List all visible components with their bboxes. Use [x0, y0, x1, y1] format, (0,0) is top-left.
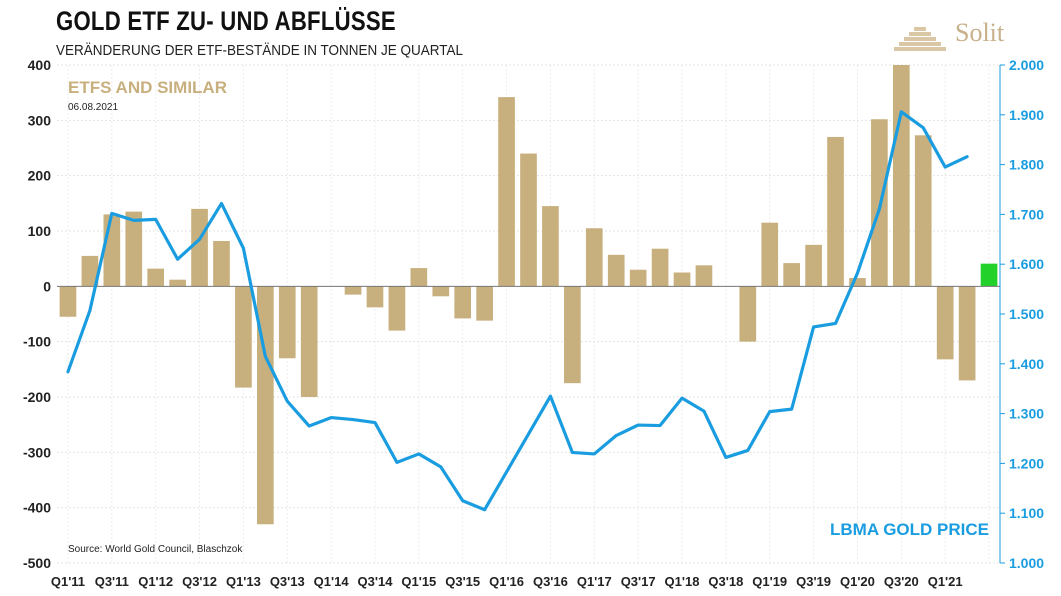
etf-flow-bar — [607, 254, 625, 287]
etf-flow-bar — [629, 269, 647, 287]
etf-flow-bar — [213, 240, 230, 287]
right-axis-tick-label: 1.200 — [1009, 455, 1044, 471]
left-axis-tick-label: -300 — [23, 444, 51, 460]
etf-flow-bar — [388, 286, 406, 331]
x-axis-tick-label: Q3'15 — [445, 574, 480, 589]
right-axis-tick-label: 2.000 — [1009, 57, 1044, 73]
left-axis-tick-label: 300 — [28, 112, 52, 128]
x-axis-tick-label: Q3'17 — [621, 574, 656, 589]
right-axis-tick-label: 1.800 — [1009, 157, 1044, 173]
right-axis-tick-label: 1.700 — [1009, 206, 1044, 222]
current-quarter-bar — [980, 263, 998, 287]
left-axis-tick-label: 0 — [43, 278, 51, 294]
right-axis-tick-label: 1.500 — [1009, 306, 1044, 322]
left-axis-tick-label: -100 — [23, 334, 51, 350]
x-axis-tick-label: Q1'11 — [51, 574, 85, 589]
right-axis-tick-label: 1.100 — [1009, 505, 1044, 521]
etf-flow-bar — [278, 286, 296, 359]
etf-flow-bar — [958, 286, 976, 381]
page-subtitle: VERÄNDERUNG DER ETF-BESTÄNDE IN TONNEN J… — [56, 42, 464, 59]
etf-flow-bar — [695, 265, 713, 287]
etf-flow-bar — [585, 228, 603, 287]
bar-series-label: ETFS AND SIMILAR — [68, 78, 227, 97]
chart-grid — [57, 64, 1000, 564]
x-axis-tick-label: Q3'16 — [533, 574, 568, 589]
etf-flow-bar — [827, 136, 844, 287]
solit-logo-icon — [894, 27, 946, 51]
etf-flow-bar — [892, 65, 910, 287]
line-series-label: LBMA GOLD PRICE — [830, 520, 989, 539]
etf-flow-bar — [739, 286, 757, 342]
etf-flow-bar — [257, 286, 274, 525]
etf-flow-bar — [542, 206, 559, 287]
x-axis-tick-label: Q3'20 — [884, 574, 919, 589]
etf-flow-bar — [520, 153, 537, 287]
left-axis-tick-label: -500 — [23, 555, 51, 571]
left-axis-tick-label: -400 — [23, 500, 51, 516]
left-axis-tick-label: -200 — [23, 389, 51, 405]
lbma-gold-price-line — [66, 110, 969, 512]
x-axis-tick-label: Q3'19 — [796, 574, 831, 589]
etf-flow-bar — [366, 286, 384, 308]
chart-date: 06.08.2021 — [68, 102, 118, 113]
etf-flow-bar — [454, 286, 472, 319]
etf-flow-bar — [169, 279, 186, 287]
right-axis-tick-label: 1.000 — [1009, 555, 1044, 571]
etf-flow-bar — [103, 214, 121, 287]
etf-flow-bar — [81, 255, 99, 287]
etf-flow-bar — [191, 208, 208, 287]
right-axis-tick-label: 1.900 — [1009, 107, 1044, 123]
left-axis-tick-label: 200 — [28, 168, 52, 184]
x-axis-tick-label: Q1'16 — [489, 574, 524, 589]
left-axis-ticks: 400 300 200 100 0 -100 -200 -300 -400 -500 — [23, 57, 51, 571]
left-axis-tick-label: 400 — [28, 57, 52, 73]
x-axis-tick-label: Q1'15 — [401, 574, 436, 589]
right-axis-tick-label: 1.600 — [1009, 256, 1044, 272]
x-axis-tick-label: Q3'13 — [270, 574, 305, 589]
etf-flow-bar — [805, 244, 822, 287]
x-axis-tick-label: Q1'18 — [665, 574, 700, 589]
source-note: Source: World Gold Council, Blaschzok — [68, 544, 243, 555]
etf-flow-bar — [651, 248, 669, 287]
etf-flow-bar — [432, 286, 450, 297]
etf-flow-bar — [59, 286, 77, 317]
etf-flow-bar — [235, 286, 252, 388]
x-axis-tick-label: Q1'20 — [840, 574, 875, 589]
etf-flow-bar — [344, 286, 362, 295]
brand-name: Solit — [955, 18, 1005, 47]
etf-flow-bar — [564, 286, 581, 384]
x-axis-tick-label: Q1'12 — [138, 574, 173, 589]
x-axis-tick-label: Q3'14 — [358, 574, 394, 589]
right-axis-tick-label: 1.400 — [1009, 356, 1044, 372]
x-axis-tick-label: Q3'11 — [95, 574, 129, 589]
etf-flow-bar — [914, 135, 932, 287]
etf-flow-bar — [300, 286, 318, 397]
etf-flow-bar — [476, 286, 493, 321]
x-axis-tick-label: Q1'19 — [752, 574, 787, 589]
left-axis-tick-label: 100 — [28, 223, 52, 239]
x-axis-tick-label: Q1'14 — [314, 574, 350, 589]
right-axis-tick-label: 1.300 — [1009, 406, 1044, 422]
right-axis-ticks: 2.000 1.900 1.800 1.700 1.600 1.500 1.400 1.300… — [1000, 57, 1044, 571]
etf-flow-bar — [673, 272, 691, 287]
etf-bars — [59, 65, 998, 525]
etf-flow-bar — [761, 222, 779, 287]
etf-flow-bar — [783, 263, 800, 287]
gold-price-line-layer — [66, 110, 969, 512]
etf-flow-bar — [125, 211, 143, 287]
etf-flow-bar — [410, 268, 428, 287]
etf-flow-bar — [849, 278, 866, 287]
x-axis-tick-label: Q1'17 — [577, 574, 612, 589]
etf-flow-bar — [936, 286, 954, 360]
x-axis-tick-label: Q3'18 — [708, 574, 743, 589]
x-axis-tick-label: Q1'21 — [928, 574, 963, 589]
x-axis-ticks: Q1'11 Q3'11 Q1'12 Q3'12 Q1'13 Q3'13 Q1'14 Q3'14… — [51, 574, 963, 589]
page-title: GOLD ETF ZU- UND ABFLÜSSE — [56, 6, 396, 36]
etf-flow-bar — [147, 268, 165, 287]
x-axis-tick-label: Q3'12 — [182, 574, 217, 589]
x-axis-tick-label: Q1'13 — [226, 574, 261, 589]
etf-flow-bar — [498, 97, 515, 287]
